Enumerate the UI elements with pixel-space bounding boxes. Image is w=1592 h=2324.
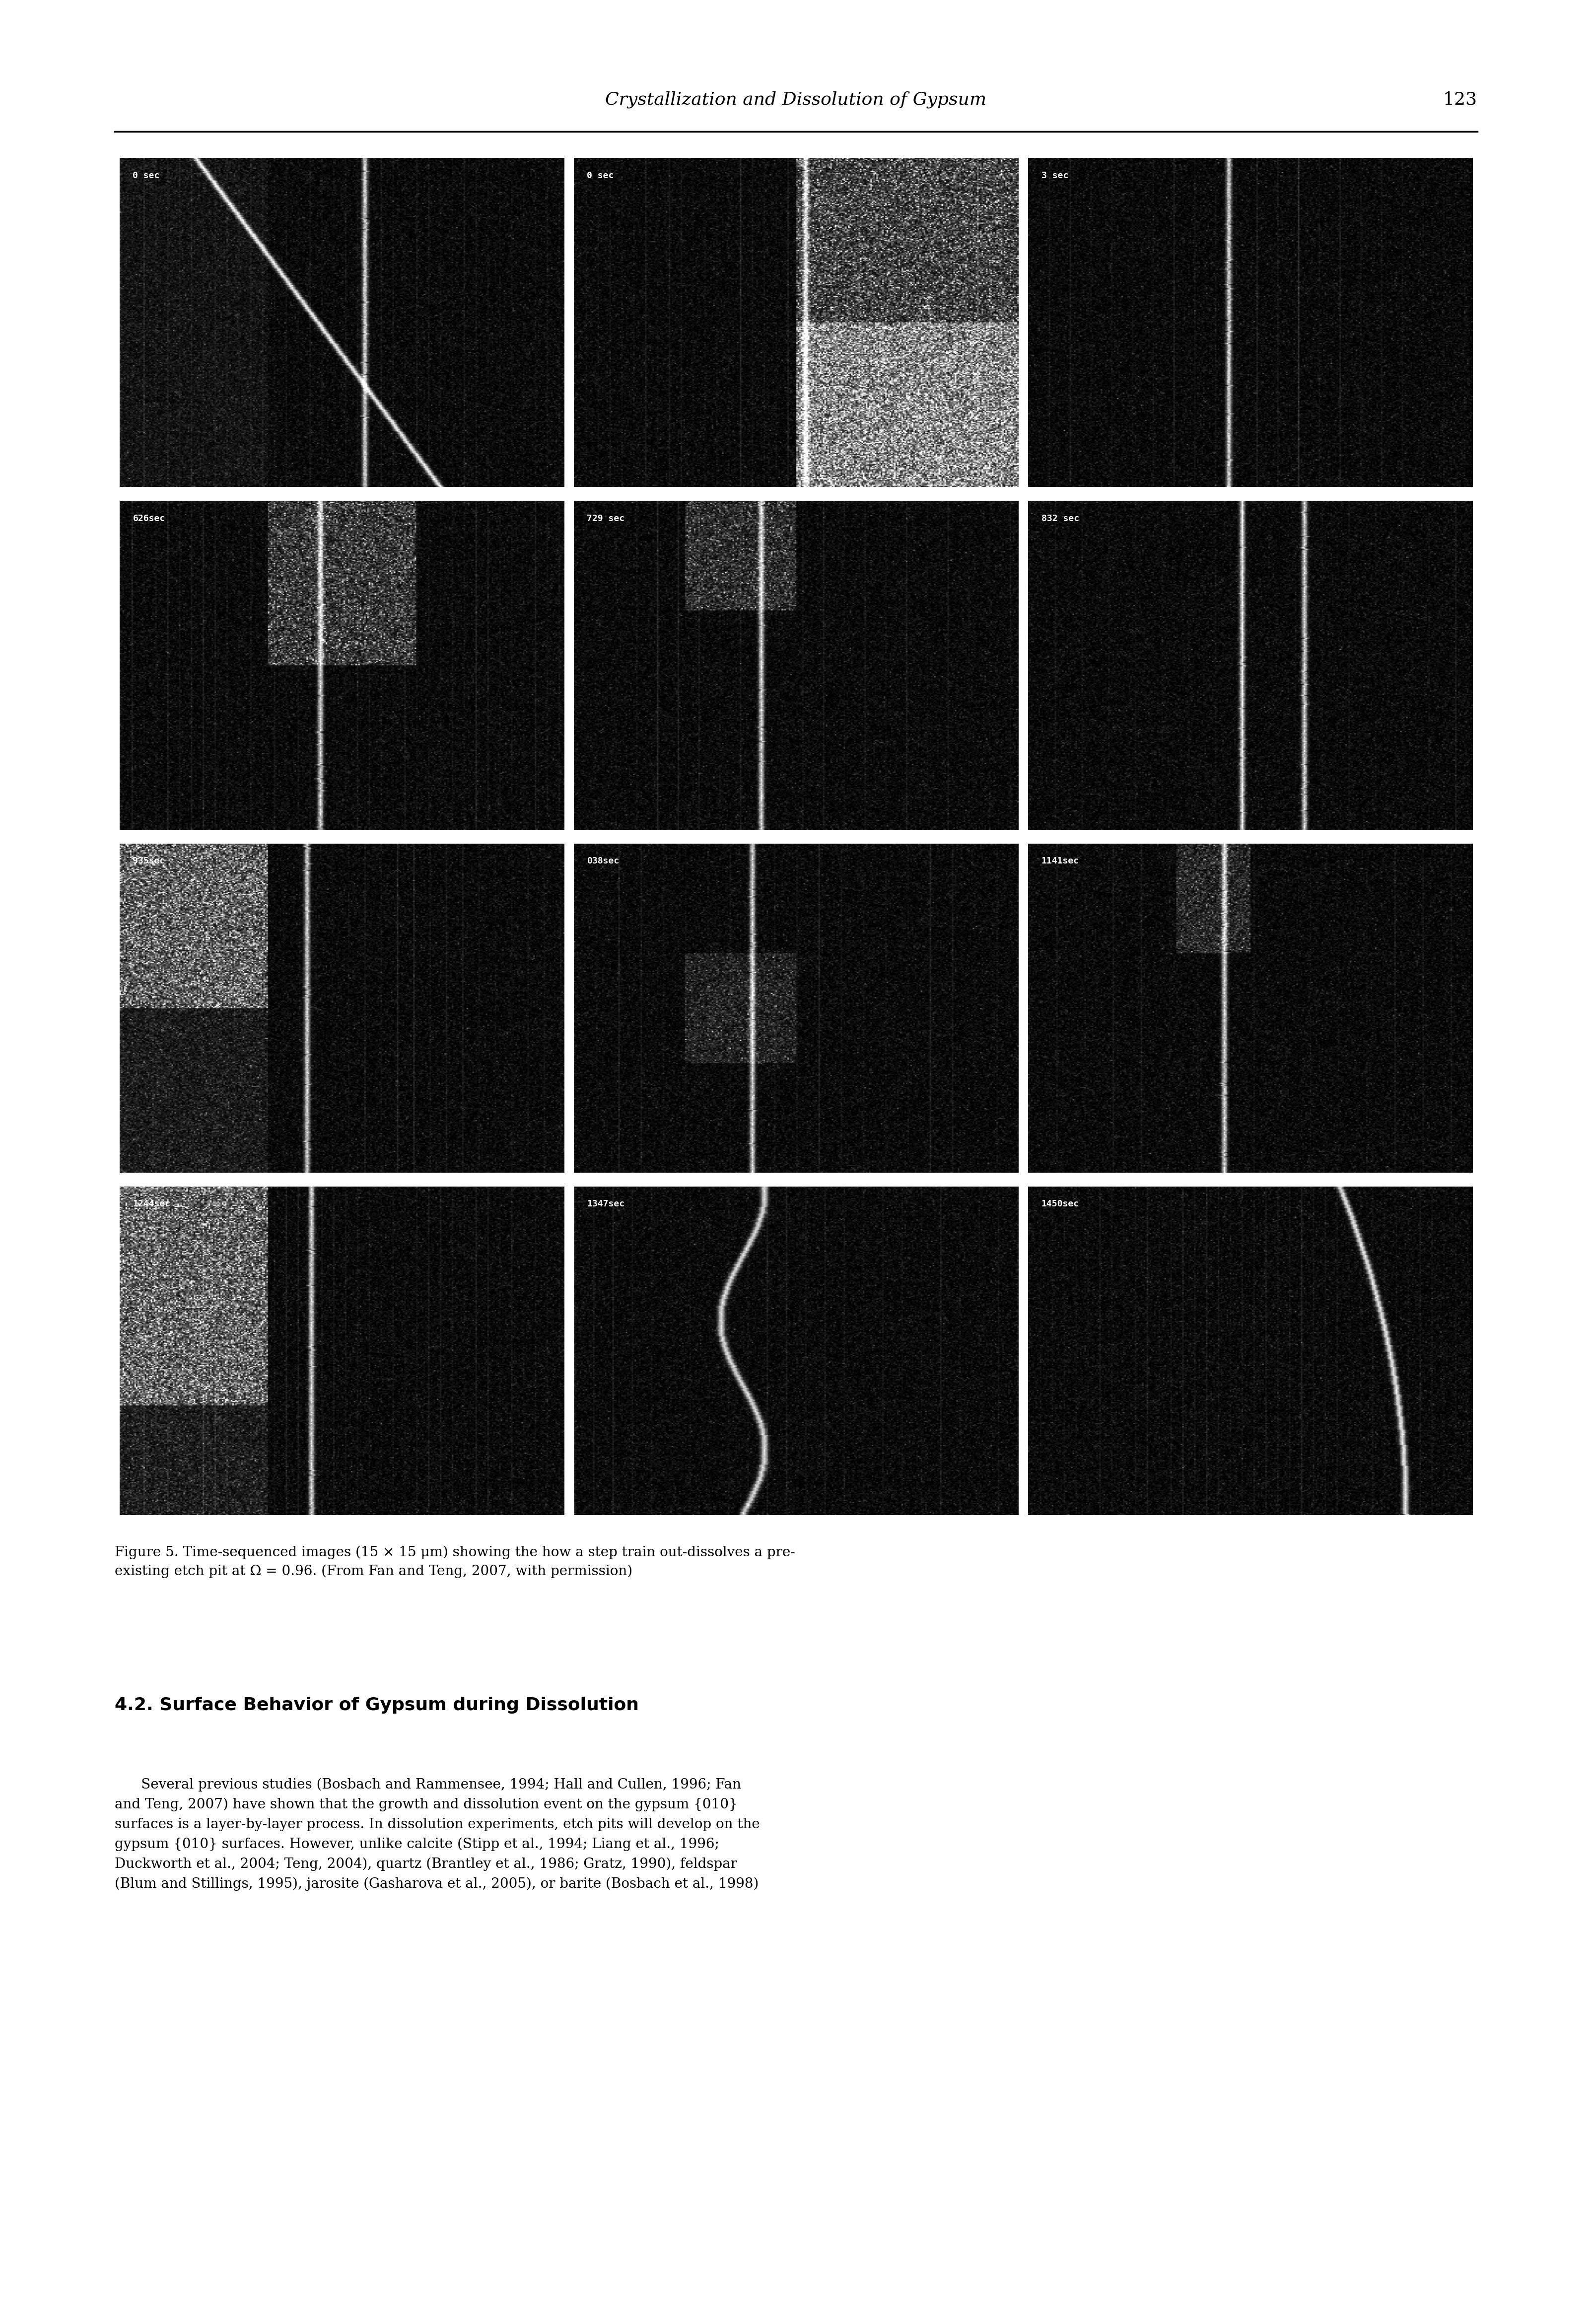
Text: 0 sec: 0 sec (132, 172, 159, 181)
Text: 935sec: 935sec (132, 858, 166, 867)
Text: 729 sec: 729 sec (587, 514, 624, 523)
Text: 626sec: 626sec (132, 514, 166, 523)
Text: Several previous studies (Bosbach and Rammensee, 1994; Hall and Cullen, 1996; Fa: Several previous studies (Bosbach and Ra… (115, 1778, 759, 1892)
Text: Figure 5. Time-sequenced images (15 × 15 μm) showing the how a step train out-di: Figure 5. Time-sequenced images (15 × 15… (115, 1545, 794, 1578)
Text: 832 sec: 832 sec (1041, 514, 1079, 523)
Text: 3 sec: 3 sec (1041, 172, 1068, 181)
Text: 1141sec: 1141sec (1041, 858, 1079, 867)
Text: Crystallization and Dissolution of Gypsum: Crystallization and Dissolution of Gypsu… (605, 91, 987, 109)
Text: 4.2. Surface Behavior of Gypsum during Dissolution: 4.2. Surface Behavior of Gypsum during D… (115, 1697, 638, 1713)
Text: 1347sec: 1347sec (587, 1199, 624, 1208)
Text: 038sec: 038sec (587, 858, 619, 867)
Text: 1244sec: 1244sec (132, 1199, 170, 1208)
Text: 1450sec: 1450sec (1041, 1199, 1079, 1208)
Text: 123: 123 (1442, 91, 1477, 109)
Text: 0 sec: 0 sec (587, 172, 615, 181)
